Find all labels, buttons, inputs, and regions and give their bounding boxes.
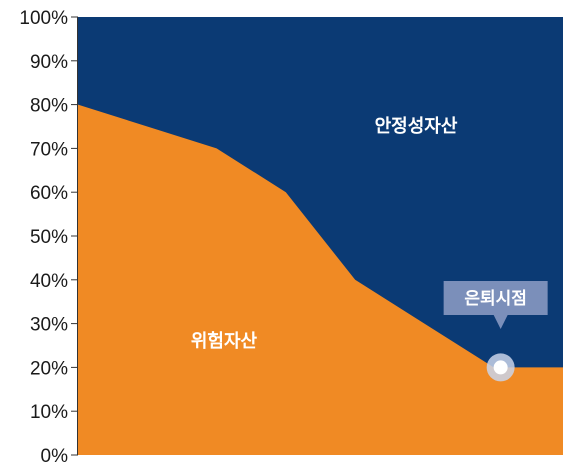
- plot-area: [78, 17, 563, 455]
- y-tick-label: 70%: [30, 139, 68, 160]
- y-tick-label: 80%: [30, 96, 68, 117]
- y-tick-label: 100%: [19, 8, 68, 29]
- y-tick-label: 90%: [30, 52, 68, 73]
- y-tick-label: 40%: [30, 271, 68, 292]
- callout-box: [443, 281, 548, 315]
- y-tick-label: 20%: [30, 358, 68, 379]
- y-tick-label: 0%: [41, 446, 69, 467]
- y-tick-label: 10%: [30, 402, 68, 423]
- y-tick-label: 50%: [30, 227, 68, 248]
- y-tick-label: 60%: [30, 183, 68, 204]
- retirement-marker: [493, 360, 508, 375]
- y-tick-label: 30%: [30, 315, 68, 336]
- retirement-label: 은퇴시점: [464, 289, 527, 309]
- y-axis: 0% 10% 20% 30% 40% 50% 60% 70% 80% 90% 100%: [19, 8, 78, 467]
- callout-pointer: [493, 315, 508, 329]
- safe-asset-label: 안정성자산: [375, 116, 458, 137]
- risk-asset-area: [78, 104, 563, 455]
- retirement-callout: 은퇴시점: [443, 281, 548, 382]
- risk-asset-label: 위험자산: [191, 330, 258, 352]
